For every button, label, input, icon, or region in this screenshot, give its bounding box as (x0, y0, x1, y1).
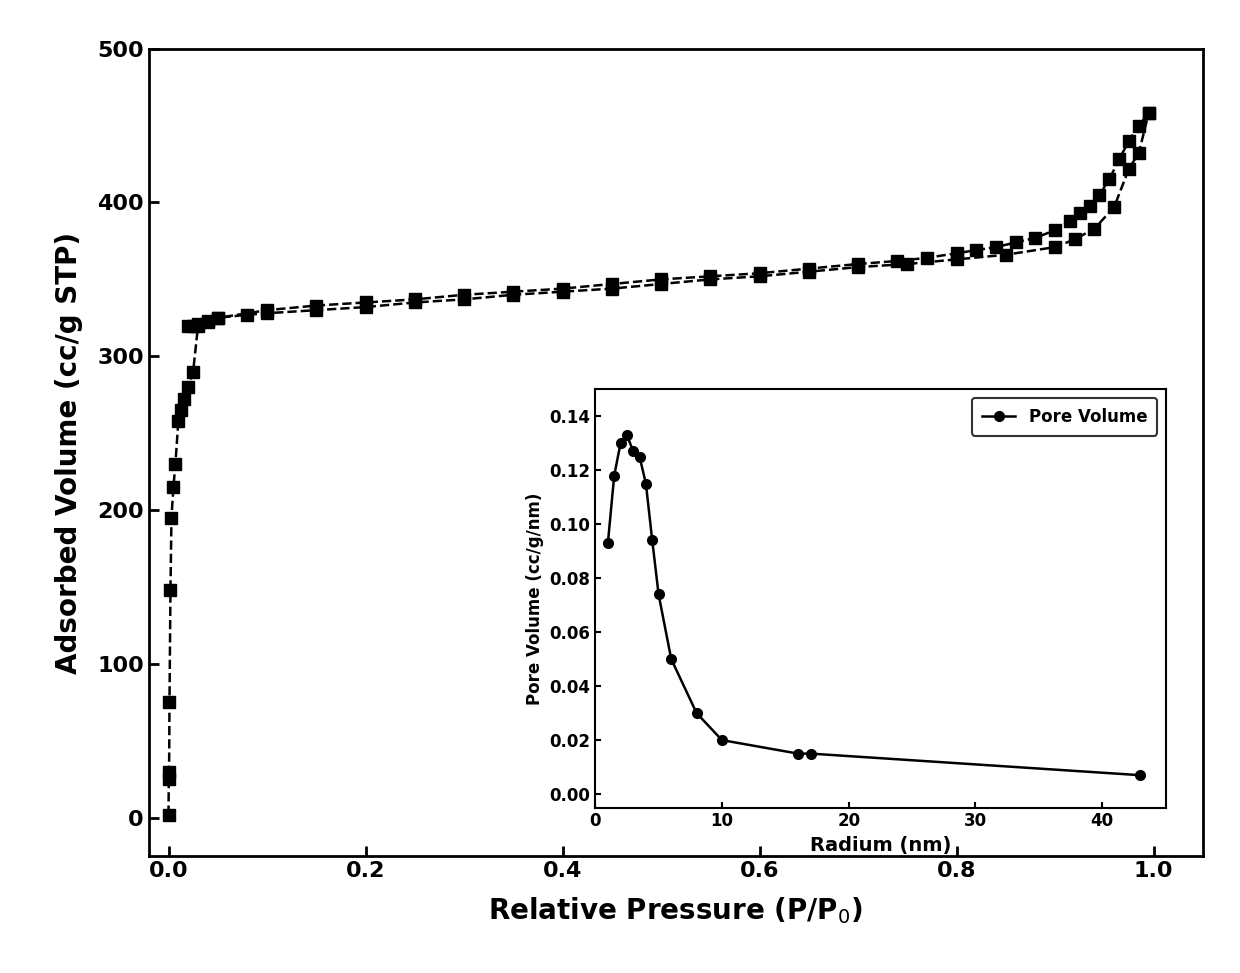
Y-axis label: Adsorbed Volume (cc/g STP): Adsorbed Volume (cc/g STP) (56, 232, 83, 673)
Line: Pore Volume: Pore Volume (603, 430, 1145, 780)
Pore Volume (791, 748, 806, 760)
Pore Volume (1133, 770, 1148, 781)
Pore Volume (651, 589, 666, 600)
Pore Volume (804, 748, 818, 760)
Pore Volume (714, 735, 729, 746)
X-axis label: Relative Pressure (P/P$_0$): Relative Pressure (P/P$_0$) (489, 895, 863, 925)
Pore Volume (626, 446, 641, 457)
Pore Volume (663, 653, 678, 665)
Pore Volume (689, 707, 704, 719)
Legend: Pore Volume: Pore Volume (972, 398, 1157, 436)
X-axis label: Radium (nm): Radium (nm) (810, 836, 951, 855)
Pore Volume (639, 478, 653, 489)
Y-axis label: Pore Volume (cc/g/nm): Pore Volume (cc/g/nm) (526, 492, 544, 704)
Pore Volume (613, 437, 627, 449)
Pore Volume (632, 450, 647, 462)
Pore Volume (620, 429, 635, 441)
Pore Volume (645, 534, 660, 546)
Pore Volume (600, 537, 615, 549)
Pore Volume (606, 470, 621, 482)
